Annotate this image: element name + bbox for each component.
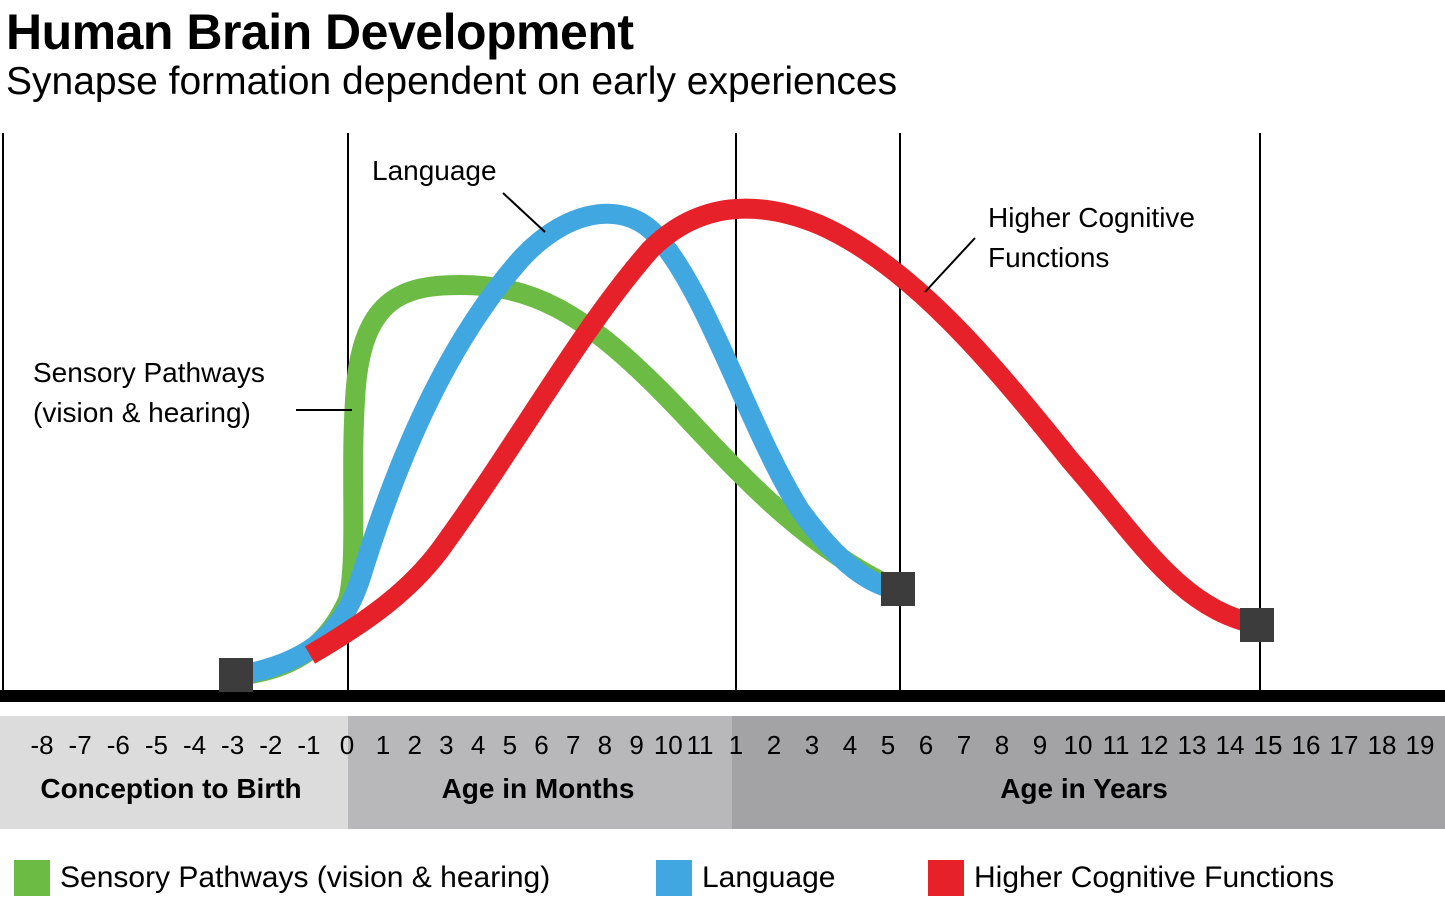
x-tick-label: -5 <box>145 730 168 760</box>
series-line-higher-cognitive <box>304 198 1263 664</box>
series-line-language <box>233 203 901 686</box>
annotation-higher-cognitive-line2: Functions <box>988 242 1109 273</box>
legend-label-language: Language <box>702 861 836 894</box>
x-tick-label: 5 <box>881 730 895 760</box>
band-age-in-months <box>348 716 732 829</box>
x-tick-label: 13 <box>1178 730 1207 760</box>
x-tick-label: 11 <box>687 730 714 760</box>
x-tick-label: 11 <box>1103 730 1130 760</box>
legend-item-language: Language <box>656 856 835 900</box>
x-tick-label: 17 <box>1330 730 1359 760</box>
x-tick-labels: -8 -7 -6 -5 -4 -3 -2 -1 0 1 2 3 4 5 6 7 8 9 10 11 1 2 3 4 5 6 7 8 9 1… <box>30 730 1434 760</box>
x-tick-label: -3 <box>221 730 244 760</box>
legend-item-higher-cognitive: Higher Cognitive Functions <box>928 856 1334 900</box>
annotation-higher-cognitive: Higher Cognitive Functions <box>924 202 1195 293</box>
annotation-sensory-line1: Sensory Pathways <box>33 357 265 388</box>
x-tick-label: 9 <box>629 730 643 760</box>
legend-swatch-language <box>656 860 692 896</box>
x-tick-label: 0 <box>340 730 354 760</box>
legend-label-sensory: Sensory Pathways (vision & hearing) <box>60 861 551 894</box>
x-tick-label: 5 <box>503 730 517 760</box>
x-tick-label: 15 <box>1254 730 1283 760</box>
x-tick-label: 4 <box>843 730 857 760</box>
x-tick-label: 14 <box>1216 730 1245 760</box>
x-tick-label: 6 <box>534 730 548 760</box>
x-tick-label: -1 <box>297 730 320 760</box>
x-tick-label: 19 <box>1406 730 1435 760</box>
x-tick-label: 3 <box>805 730 819 760</box>
x-axis-line <box>0 690 1445 702</box>
series-marker-end-7-years <box>881 572 915 606</box>
chart-title: Human Brain Development <box>6 4 634 60</box>
x-tick-label: 12 <box>1140 730 1169 760</box>
annotation-sensory-line2: (vision & hearing) <box>33 397 251 428</box>
x-axis-bands: Conception to Birth Age in Months Age in… <box>0 716 1445 829</box>
x-tick-label: 10 <box>1064 730 1093 760</box>
legend-swatch-higher-cognitive <box>928 860 964 896</box>
x-tick-label: -6 <box>107 730 130 760</box>
x-tick-label: -4 <box>183 730 206 760</box>
series-marker-start <box>219 658 253 692</box>
grid-lines <box>2 133 1261 697</box>
x-tick-label: 3 <box>439 730 453 760</box>
series-marker-end-16-years <box>1240 608 1274 642</box>
x-tick-label: 10 <box>654 730 683 760</box>
band-conception-to-birth <box>0 716 348 829</box>
x-tick-label: 1 <box>729 730 743 760</box>
annotation-language-leader <box>502 192 546 233</box>
x-tick-label: 4 <box>471 730 485 760</box>
x-tick-label: 7 <box>566 730 580 760</box>
x-tick-label: 16 <box>1292 730 1321 760</box>
legend-label-higher-cognitive: Higher Cognitive Functions <box>974 861 1335 894</box>
band-age-in-years <box>732 716 1445 829</box>
annotation-language: Language <box>372 155 546 233</box>
annotation-higher-cognitive-line1: Higher Cognitive <box>988 202 1195 233</box>
annotation-higher-cognitive-leader <box>924 237 976 293</box>
x-tick-label: -7 <box>69 730 92 760</box>
x-tick-label: 18 <box>1368 730 1397 760</box>
legend-swatch-sensory <box>14 860 50 896</box>
x-tick-label: -2 <box>259 730 282 760</box>
x-tick-label: -8 <box>30 730 53 760</box>
band-label-age-in-years: Age in Years <box>1000 773 1168 804</box>
x-tick-label: 2 <box>767 730 781 760</box>
band-label-age-in-months: Age in Months <box>442 773 635 804</box>
x-tick-label: 1 <box>376 730 390 760</box>
x-tick-label: 8 <box>995 730 1009 760</box>
x-tick-label: 2 <box>407 730 421 760</box>
x-tick-label: 8 <box>598 730 612 760</box>
annotation-sensory: Sensory Pathways (vision & hearing) <box>33 357 352 428</box>
chart-subtitle: Synapse formation dependent on early exp… <box>6 60 898 103</box>
x-tick-label: 7 <box>957 730 971 760</box>
band-label-conception-to-birth: Conception to Birth <box>40 773 301 804</box>
x-tick-label: 9 <box>1033 730 1047 760</box>
annotation-language-text: Language <box>372 155 497 186</box>
legend-item-sensory: Sensory Pathways (vision & hearing) <box>14 856 550 900</box>
x-tick-label: 6 <box>919 730 933 760</box>
